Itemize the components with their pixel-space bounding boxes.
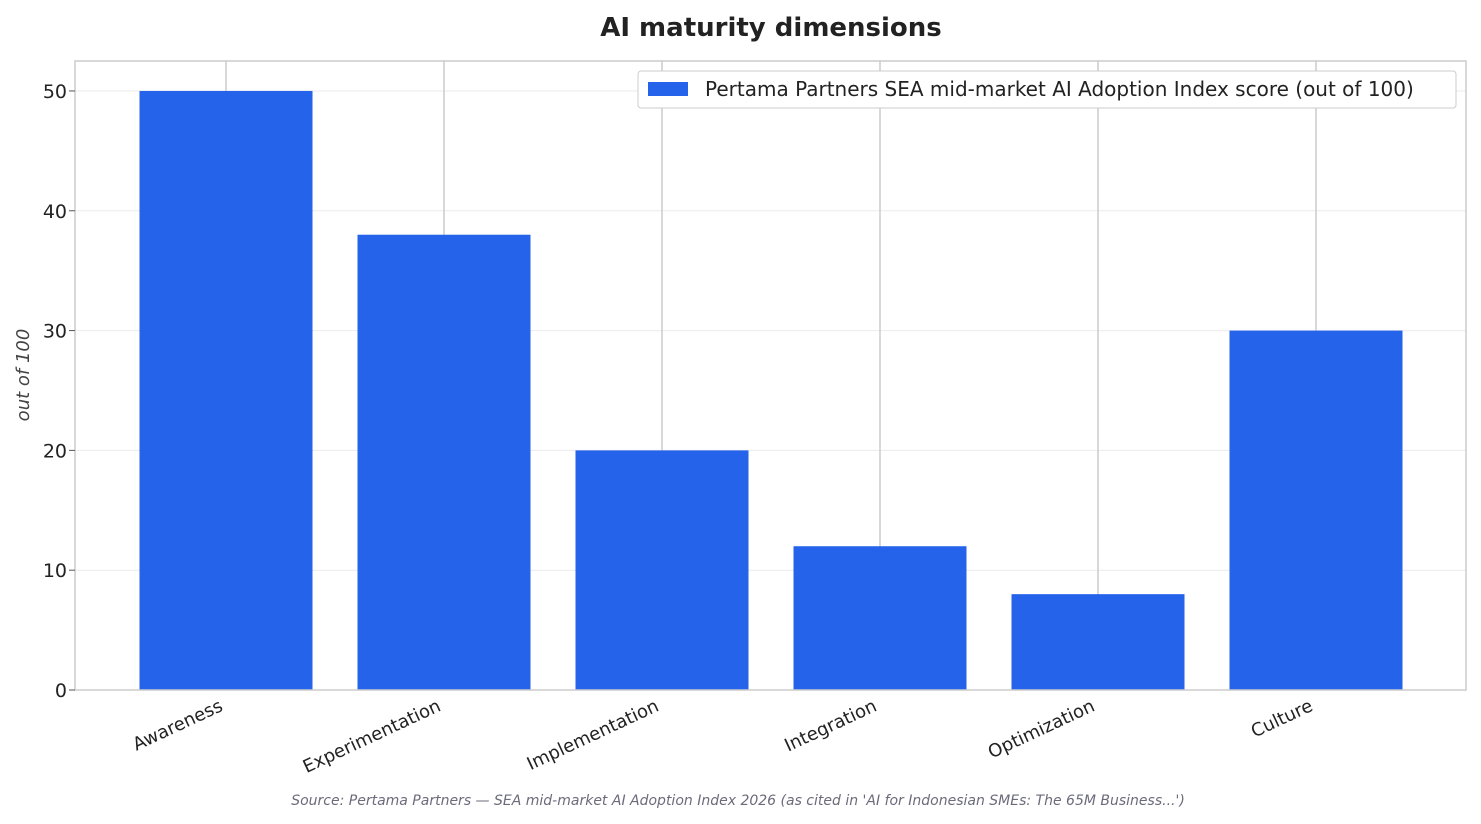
y-axis-ticks: 0 10 20 30 40 50 — [43, 81, 75, 702]
y-tick-label: 40 — [43, 201, 67, 223]
bar-integration — [793, 546, 967, 690]
plot-frame — [74, 60, 1467, 691]
bar-awareness — [139, 90, 313, 690]
x-tick-label: Awareness — [130, 695, 226, 755]
x-tick-label: Optimization — [985, 695, 1098, 763]
y-tick-label: 30 — [43, 321, 67, 343]
source-note: Source: Pertama Partners — SEA mid-marke… — [291, 793, 1185, 809]
y-tick-label: 50 — [43, 81, 67, 103]
chart-title: AI maturity dimensions — [600, 13, 942, 43]
bars — [139, 90, 1403, 690]
bar-culture — [1229, 330, 1403, 690]
y-axis-label: out of 100 — [13, 329, 34, 422]
legend: Pertama Partners SEA mid-market AI Adopt… — [637, 70, 1457, 109]
x-tick-label: Integration — [781, 695, 880, 756]
y-tick-label: 0 — [55, 680, 67, 702]
x-tick-label: Implementation — [524, 695, 662, 774]
legend-label: Pertama Partners SEA mid-market AI Adopt… — [705, 77, 1414, 101]
x-axis-ticks: Awareness Experimentation Implementation In… — [130, 695, 1316, 777]
y-tick-label: 20 — [43, 440, 67, 462]
x-tick-label: Experimentation — [300, 695, 444, 777]
y-tick-label: 10 — [43, 560, 67, 582]
legend-swatch — [648, 82, 688, 96]
bar-optimization — [1011, 594, 1185, 690]
legend-box — [637, 70, 1457, 109]
bar-experimentation — [357, 234, 531, 690]
x-tick-label: Culture — [1248, 695, 1316, 742]
bar-implementation — [575, 450, 749, 690]
